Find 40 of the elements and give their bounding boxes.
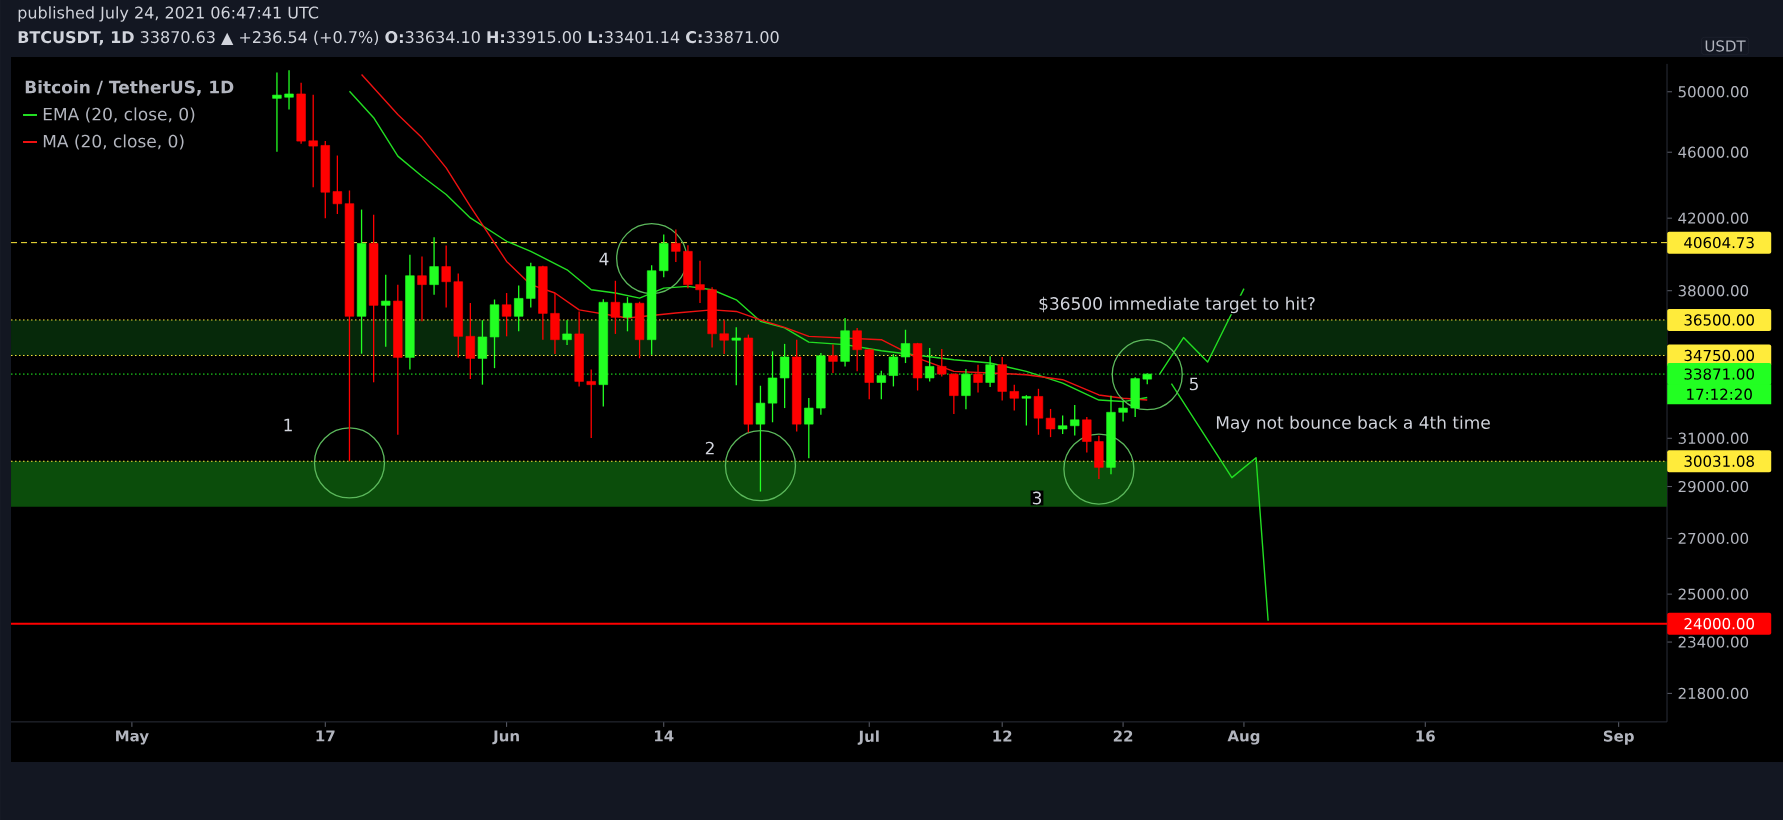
y-tick-label: 29000.00 bbox=[1678, 480, 1749, 493]
annotation: May not bounce back a 4th time bbox=[1216, 415, 1490, 433]
annotation: 4 bbox=[599, 252, 609, 266]
legend-label: MA (20, close, 0) bbox=[43, 134, 184, 150]
ref-line-label: 33871.00 bbox=[1684, 368, 1754, 380]
x-tick-label: 16 bbox=[1416, 730, 1435, 742]
y-tick-label: 27000.00 bbox=[1678, 532, 1749, 545]
annotation: $36500 immediate target to hit? bbox=[1039, 296, 1315, 314]
y-tick-label: 50000.00 bbox=[1678, 86, 1749, 98]
y-axis-title: USDT bbox=[1705, 40, 1746, 52]
ref-line-label: 36500.00 bbox=[1684, 314, 1754, 326]
text: Bitcoin / TetherUS, 1D bbox=[25, 80, 234, 96]
x-tick-label: Jul bbox=[857, 730, 879, 745]
y-tick-label: 38000.00 bbox=[1678, 285, 1749, 297]
x-tick-label: 22 bbox=[1113, 730, 1133, 742]
y-tick-label: 31000.00 bbox=[1678, 432, 1749, 444]
annotation: 1 bbox=[284, 418, 292, 432]
x-tick-label: Aug bbox=[1227, 730, 1260, 745]
annotation: 2 bbox=[705, 441, 714, 455]
text: published July 24, 2021 06:47:41 UTC bbox=[18, 6, 319, 22]
ref-line-label: 34750.00 bbox=[1684, 349, 1754, 362]
legend-label: EMA (20, close, 0) bbox=[43, 107, 195, 123]
ref-line-label: 40604.73 bbox=[1684, 236, 1754, 249]
y-tick-label: 21800.00 bbox=[1678, 687, 1749, 700]
text: BTCUSDT, 1D 33870.63 ▲ +236.54 (+0.7%) O:33634.10 H:33915.00 L:33401.14 C:33871.00 bbox=[18, 30, 779, 46]
text: 17:12:20 bbox=[1687, 388, 1752, 400]
ref-line-label: 30031.08 bbox=[1684, 455, 1754, 467]
annotation: 3 bbox=[1032, 491, 1042, 505]
y-tick-label: 46000.00 bbox=[1678, 146, 1749, 158]
y-tick-label: 42000.00 bbox=[1678, 212, 1749, 224]
x-tick-label: Sep bbox=[1603, 730, 1634, 745]
x-tick-label: May bbox=[116, 730, 149, 745]
ref-line-label: 24000.00 bbox=[1684, 618, 1754, 630]
x-tick-label: 14 bbox=[655, 730, 674, 742]
x-tick-label: 17 bbox=[316, 730, 335, 742]
x-tick-label: 12 bbox=[993, 730, 1012, 742]
y-tick-label: 25000.00 bbox=[1678, 588, 1749, 600]
y-tick-label: 23400.00 bbox=[1678, 636, 1749, 648]
annotation: 5 bbox=[1189, 377, 1198, 391]
x-tick-label: Jun bbox=[492, 730, 519, 745]
